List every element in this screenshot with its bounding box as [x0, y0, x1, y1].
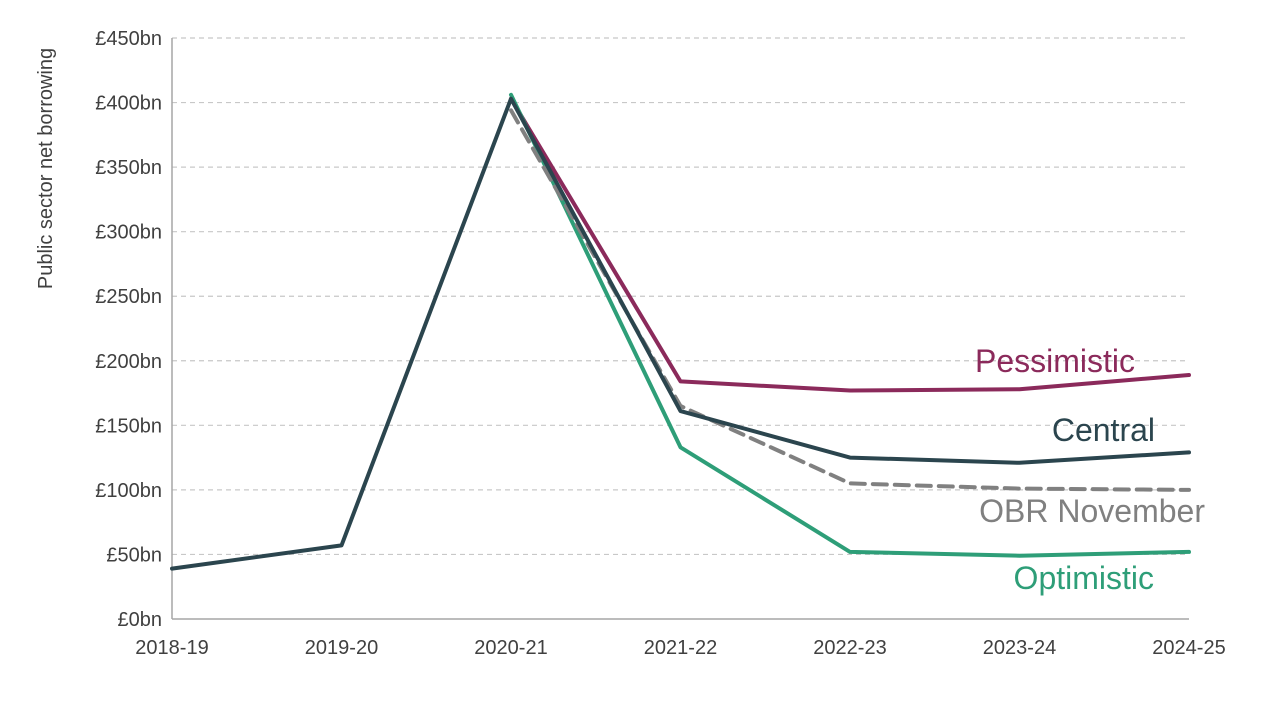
y-axis-title: Public sector net borrowing: [35, 48, 57, 289]
x-tick-label: 2019-20: [305, 637, 378, 659]
y-tick-label: £200bn: [95, 351, 162, 373]
y-tick-label: £300bn: [95, 222, 162, 244]
series-lines: [170, 92, 1191, 571]
series-label-optimistic: Optimistic: [1014, 560, 1154, 596]
y-axis-ticks: £0bn £50bn £100bn £150bn £200bn £250bn £300bn £…: [95, 28, 162, 631]
x-tick-label: 2022-23: [813, 637, 886, 659]
x-tick-label: 2024-25: [1152, 637, 1225, 659]
x-axis-ticks: 2018-19 2019-20 2020-21 2021-22 2022-23 2023-…: [135, 637, 1225, 659]
y-tick-label: £100bn: [95, 480, 162, 502]
y-tick-label: £250bn: [95, 286, 162, 308]
y-tick-label: £350bn: [95, 157, 162, 179]
series-label-obr-november: OBR November: [979, 493, 1205, 529]
x-tick-label: 2021-22: [644, 637, 717, 659]
series-labels: Pessimistic Optimistic OBR November Central: [975, 343, 1205, 596]
series-label-pessimistic: Pessimistic: [975, 343, 1135, 379]
x-tick-label: 2020-21: [474, 637, 547, 659]
series-line-central: [170, 96, 1191, 571]
x-tick-label: 2018-19: [135, 637, 208, 659]
x-tick-label: 2023-24: [983, 637, 1056, 659]
series-label-central: Central: [1052, 412, 1155, 448]
y-tick-label: £150bn: [95, 415, 162, 437]
y-tick-label: £400bn: [95, 93, 162, 115]
series-line-pessimistic: [509, 96, 1191, 393]
gridlines: [172, 37, 1189, 556]
series-line-optimistic: [509, 92, 1191, 558]
y-tick-label: £50bn: [106, 544, 162, 566]
y-tick-label: £450bn: [95, 28, 162, 50]
y-tick-label: £0bn: [118, 609, 163, 631]
